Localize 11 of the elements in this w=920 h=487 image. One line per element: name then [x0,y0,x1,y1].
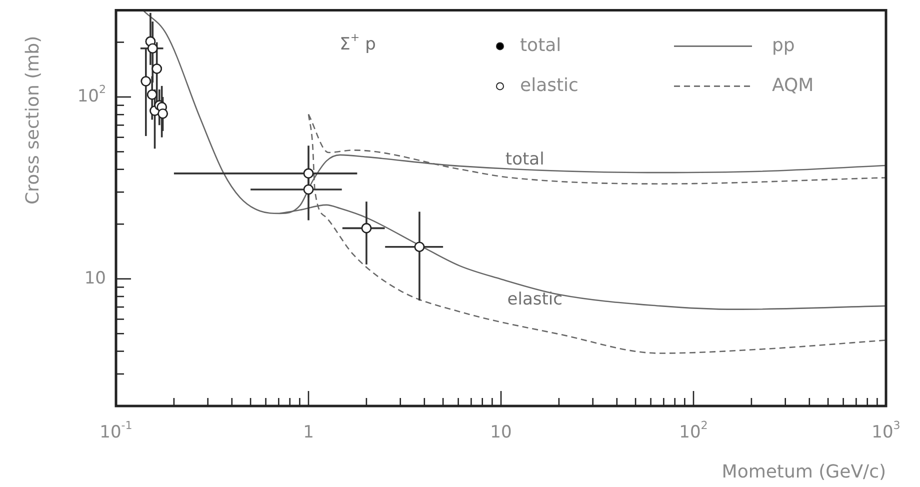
annotation: total [505,150,544,170]
annotation: elastic [507,289,562,310]
legend-label: total [520,34,562,56]
legend-label: AQM [772,74,814,96]
x-axis-title: Mometum (GeV/c) [722,462,886,483]
legend-label: elastic [520,74,578,96]
legend-label: pp [772,34,795,56]
x-tick-label: 1 [303,422,314,442]
annotation: Σ+ p [340,31,376,54]
x-tick-label: 10 [490,422,512,442]
y-axis-title: Cross section (mb) [22,36,44,205]
